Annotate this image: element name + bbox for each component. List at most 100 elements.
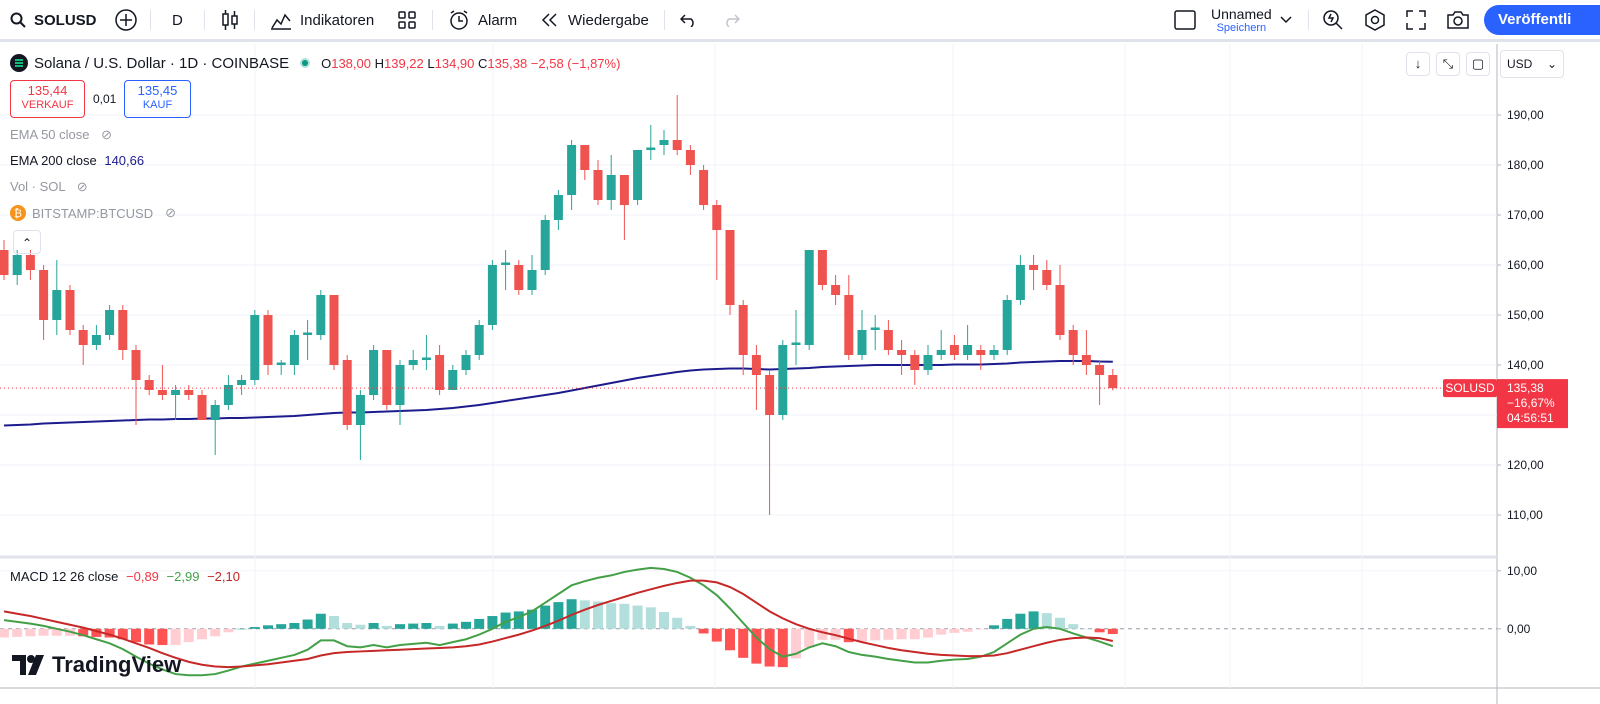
histogram-bar <box>342 623 353 629</box>
candle-body <box>408 360 418 365</box>
histogram-bar <box>975 628 986 630</box>
histogram-bar <box>170 628 181 646</box>
collapse-button[interactable]: ⤡ <box>1436 52 1460 76</box>
y-tick-label: 170,00 <box>1507 208 1544 222</box>
candle-body <box>289 335 299 365</box>
candle-body <box>382 350 392 405</box>
y-tick-label: 0,00 <box>1507 622 1531 636</box>
indicator-vol[interactable]: Vol · SOL ⊘ <box>10 179 88 194</box>
histogram-bar <box>447 623 458 629</box>
collapse-legend-button[interactable]: ⌃ <box>13 230 41 254</box>
histogram-bar <box>711 628 722 642</box>
high-value: 139,22 <box>384 55 424 71</box>
candle-body <box>25 255 35 270</box>
histogram-bar <box>315 613 326 629</box>
histogram-bar <box>104 628 115 638</box>
candle-body <box>751 355 761 375</box>
histogram-bar <box>936 628 947 635</box>
histogram-bar <box>870 628 881 641</box>
histogram-bar <box>751 628 762 664</box>
candle-body <box>355 395 365 425</box>
histogram-bar <box>276 624 287 629</box>
tradingview-logo[interactable]: TradingView <box>12 652 181 678</box>
symbol-search[interactable]: SOLUSD <box>10 0 97 40</box>
quick-search-button[interactable] <box>1322 0 1344 40</box>
candle-body <box>1029 265 1039 270</box>
histogram-bar <box>38 628 49 636</box>
candle-body <box>553 195 563 220</box>
candle-body <box>989 350 999 355</box>
save-label: Speichern <box>1216 22 1267 34</box>
candle-body <box>567 145 577 195</box>
histogram-bar <box>500 612 511 629</box>
symbol-legend: Solana / U.S. Dollar · 1D · COINBASE O13… <box>10 54 620 72</box>
histogram-bar <box>896 628 907 640</box>
indicator-ema50[interactable]: EMA 50 close ⊘ <box>10 127 113 142</box>
indicators-button[interactable]: Indikatoren <box>270 0 374 40</box>
histogram-bar <box>659 611 669 629</box>
layout-menu[interactable]: Unnamed Speichern <box>1173 0 1292 40</box>
top-toolbar: SOLUSD D Indikatoren Alarm Wiedergabe Un… <box>0 0 1600 42</box>
buy-button[interactable]: 135,45 KAUF <box>124 80 191 118</box>
histogram-bar <box>368 623 379 629</box>
histogram-bar <box>804 628 815 648</box>
candle-body <box>738 305 748 355</box>
redo-button[interactable] <box>722 0 740 40</box>
replay-icon <box>541 13 557 27</box>
publish-label: Veröffentli <box>1498 11 1572 28</box>
candle-body <box>923 355 933 370</box>
alert-button[interactable]: Alarm <box>448 0 517 40</box>
undo-button[interactable] <box>680 0 698 40</box>
low-value: 134,90 <box>434 55 475 71</box>
last-price-label: 135,38 <box>1507 381 1544 395</box>
settings-button[interactable] <box>1364 0 1386 40</box>
interval-button[interactable]: D <box>172 0 183 40</box>
candle-body <box>487 265 497 325</box>
templates-button[interactable] <box>397 0 417 40</box>
histogram-bar <box>236 628 247 630</box>
macd-legend: MACD 12 26 close −0,89 −2,99 −2,10 <box>10 569 240 584</box>
buy-label: KAUF <box>142 99 173 111</box>
histogram-bar <box>1055 617 1065 629</box>
candle-body <box>52 290 62 320</box>
chart-background <box>0 44 1600 704</box>
candle-body <box>791 342 801 345</box>
maximize-button[interactable]: ▢ <box>1466 52 1490 76</box>
snapshot-button[interactable] <box>1446 0 1470 40</box>
histogram-bar <box>355 624 366 629</box>
candle-body <box>157 390 167 395</box>
histogram-bar <box>540 605 551 629</box>
publish-button[interactable]: Veröffentli <box>1484 5 1600 35</box>
y-tick-label: 120,00 <box>1507 458 1544 472</box>
histogram-bar <box>777 628 788 668</box>
histogram-bar <box>527 609 537 629</box>
candle-body <box>844 295 854 355</box>
chart-type-button[interactable] <box>220 0 240 40</box>
candle-body <box>910 355 920 370</box>
separator <box>664 10 665 30</box>
histogram-bar <box>698 628 709 634</box>
histogram-bar <box>474 618 485 629</box>
indicator-btc[interactable]: ₿ BITSTAMP:BTCUSD ⊘ <box>10 205 176 221</box>
histogram-bar <box>513 611 524 629</box>
spread: 0,01 <box>93 92 117 106</box>
macd-line <box>3 566 1114 677</box>
move-down-button[interactable]: ↓ <box>1406 52 1430 76</box>
histogram-bar <box>579 600 590 629</box>
candle-body <box>857 330 867 355</box>
candle-body <box>1015 265 1025 300</box>
currency-dropdown[interactable]: USD ⌄ <box>1500 50 1564 78</box>
candle-body <box>303 332 313 335</box>
indicator-ema200[interactable]: EMA 200 close 140,66 <box>10 153 144 168</box>
compare-button[interactable] <box>114 0 138 40</box>
buy-price: 135,45 <box>137 83 178 98</box>
candle-body <box>171 390 181 395</box>
candle-body <box>210 405 220 420</box>
sell-button[interactable]: 135,44 VERKAUF <box>10 80 85 118</box>
svg-text:₿: ₿ <box>14 208 22 220</box>
candle-body <box>619 175 629 205</box>
separator <box>1308 10 1309 30</box>
histogram-bar <box>434 625 445 629</box>
fullscreen-button[interactable] <box>1406 0 1426 40</box>
replay-button[interactable]: Wiedergabe <box>540 0 649 40</box>
